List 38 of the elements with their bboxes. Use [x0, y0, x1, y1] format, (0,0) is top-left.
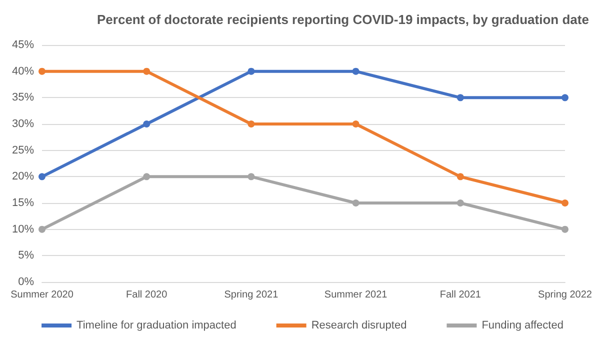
point: [352, 120, 360, 128]
y-tick-label: 45%: [12, 39, 34, 51]
point: [38, 68, 46, 75]
point: [352, 68, 360, 75]
point: [143, 120, 150, 128]
point: [562, 200, 568, 206]
point: [143, 68, 150, 75]
point: [456, 173, 464, 180]
chart-title: Percent of doctorate recipients reporting COVID-19 impacts, by graduation date: [97, 12, 589, 27]
y-tick-label: 20%: [12, 170, 34, 183]
point: [562, 226, 568, 233]
point: [352, 200, 360, 206]
y-tick-label: 25%: [12, 144, 34, 156]
legend-label: Research disrupted: [311, 320, 407, 332]
y-tick-label: 10%: [12, 223, 34, 236]
point: [143, 173, 150, 180]
x-tick-label: Summer 2021: [324, 290, 388, 300]
point: [248, 120, 255, 128]
point: [456, 200, 464, 206]
point: [456, 94, 464, 102]
x-tick-label: Fall 2020: [126, 290, 168, 300]
y-tick-label: 15%: [12, 197, 34, 209]
point: [38, 226, 46, 233]
y-tick-label: 30%: [12, 118, 34, 130]
point: [248, 68, 255, 75]
x-tick-label: Spring 2022: [538, 290, 592, 300]
y-tick-label: 35%: [12, 92, 34, 104]
legend-label: Timeline for graduation impacted: [76, 320, 236, 332]
x-tick-label: Fall 2021: [440, 290, 482, 300]
y-tick-label: 5%: [18, 250, 34, 262]
point: [38, 173, 46, 180]
point: [562, 94, 568, 102]
x-tick-label: Summer 2020: [10, 290, 74, 300]
y-tick-label: 40%: [12, 65, 34, 78]
x-tick-label: Spring 2021: [224, 290, 279, 300]
legend-label: Funding affected: [482, 320, 564, 332]
point: [248, 173, 255, 180]
y-tick-label: 0%: [18, 276, 34, 288]
